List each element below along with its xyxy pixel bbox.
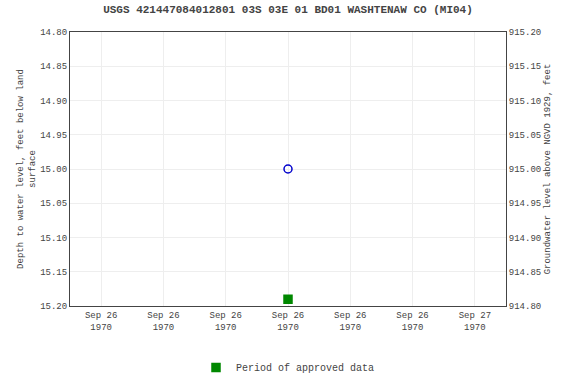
svg-text:14.95: 14.95 bbox=[40, 131, 67, 141]
svg-text:14.90: 14.90 bbox=[40, 97, 67, 107]
svg-text:15.15: 15.15 bbox=[40, 268, 67, 278]
svg-text:15.00: 15.00 bbox=[40, 165, 67, 175]
svg-text:915.05: 915.05 bbox=[509, 131, 541, 141]
svg-text:914.85: 914.85 bbox=[509, 268, 541, 278]
svg-text:15.20: 15.20 bbox=[40, 302, 67, 312]
svg-text:Sep 261970: Sep 261970 bbox=[210, 311, 242, 333]
svg-text:15.10: 15.10 bbox=[40, 234, 67, 244]
svg-text:Depth to water level, feet bel: Depth to water level, feet below landsur… bbox=[16, 69, 38, 269]
svg-text:Sep 261970: Sep 261970 bbox=[396, 311, 428, 333]
svg-text:915.10: 915.10 bbox=[509, 97, 541, 107]
svg-text:Groundwater level above NGVD 1: Groundwater level above NGVD 1929, feet bbox=[543, 64, 553, 275]
svg-text:Sep 261970: Sep 261970 bbox=[85, 311, 117, 333]
svg-text:15.05: 15.05 bbox=[40, 199, 67, 209]
svg-text:14.85: 14.85 bbox=[40, 62, 67, 72]
svg-text:914.90: 914.90 bbox=[509, 234, 541, 244]
svg-text:Sep 261970: Sep 261970 bbox=[334, 311, 366, 333]
svg-text:915.00: 915.00 bbox=[509, 165, 541, 175]
svg-text:14.80: 14.80 bbox=[40, 28, 67, 38]
svg-text:915.15: 915.15 bbox=[509, 62, 541, 72]
svg-text:Period of approved data: Period of approved data bbox=[236, 363, 374, 374]
svg-text:Sep 261970: Sep 261970 bbox=[272, 311, 304, 333]
svg-text:914.80: 914.80 bbox=[509, 302, 541, 312]
svg-text:Sep 261970: Sep 261970 bbox=[147, 311, 179, 333]
svg-text:915.20: 915.20 bbox=[509, 28, 541, 38]
svg-text:914.95: 914.95 bbox=[509, 199, 541, 209]
svg-text:Sep 271970: Sep 271970 bbox=[459, 311, 491, 333]
svg-text:USGS 421447084012801 03S 03E 0: USGS 421447084012801 03S 03E 01 BD01 WAS… bbox=[103, 4, 473, 16]
